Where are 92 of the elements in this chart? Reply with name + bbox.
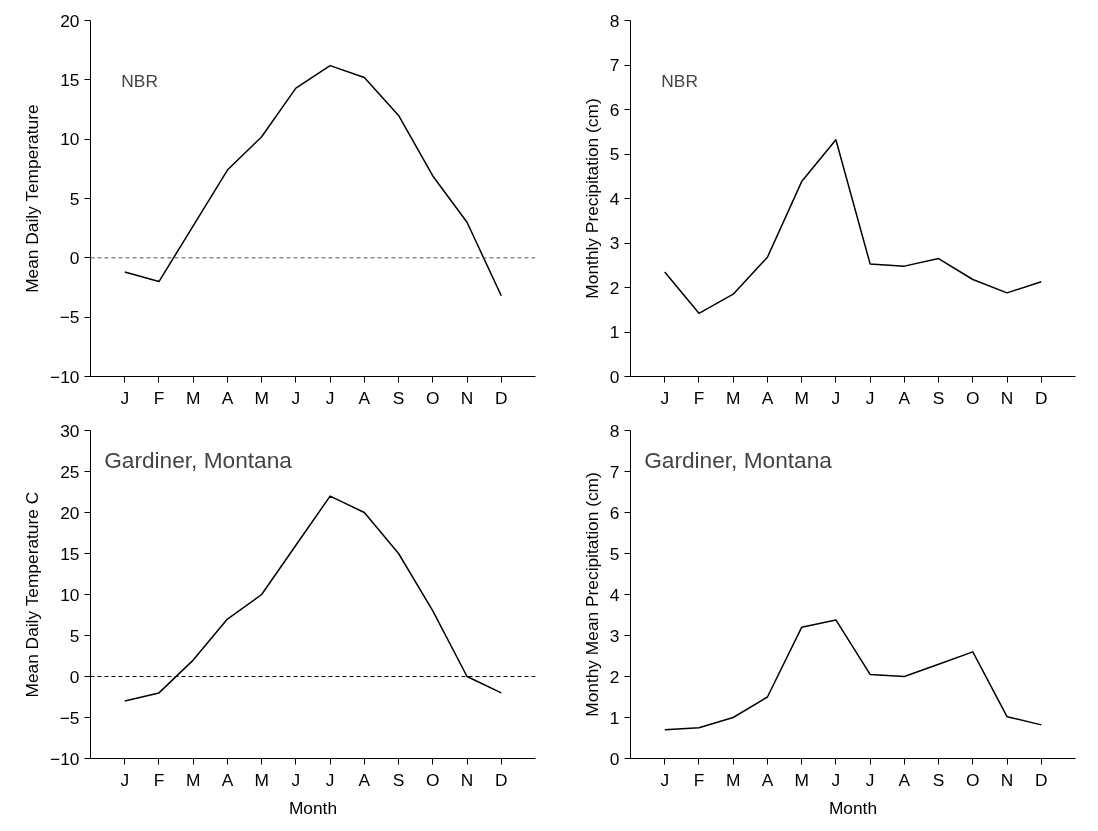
- y-tick-label: 7: [609, 461, 620, 482]
- y-tick-label: 8: [609, 420, 620, 441]
- y-tick-label: 10: [60, 129, 80, 150]
- y-tick-label: 3: [609, 625, 620, 646]
- x-tick-label: M: [794, 769, 809, 790]
- annotation: NBR: [661, 70, 698, 91]
- x-tick-label: S: [392, 769, 405, 790]
- y-tick-label: 30: [60, 420, 80, 441]
- x-tick-label: F: [693, 769, 705, 790]
- y-tick-label: 15: [60, 543, 80, 564]
- y-tick-label: −5: [59, 707, 80, 728]
- x-tick-label: J: [865, 387, 875, 408]
- y-axis-title: Mean Daily Temperature C: [22, 491, 43, 698]
- y-tick-label: 1: [609, 322, 620, 342]
- y-tick-label: 20: [60, 10, 80, 31]
- y-tick-label: 5: [609, 543, 620, 564]
- x-tick-label: M: [725, 769, 741, 790]
- x-tick-label: D: [1035, 769, 1048, 790]
- y-tick-label: 5: [69, 188, 80, 209]
- x-tick-label: S: [932, 769, 945, 790]
- x-axis-title: Month: [828, 797, 878, 818]
- y-tick-label: 2: [609, 277, 620, 298]
- x-tick-label: J: [291, 769, 301, 790]
- y-tick-label: 10: [60, 584, 80, 605]
- x-tick-label: O: [966, 769, 980, 790]
- x-tick-label: M: [185, 387, 201, 408]
- x-tick-label: F: [153, 769, 165, 790]
- x-tick-label: A: [221, 769, 234, 790]
- x-tick-label: A: [898, 769, 911, 790]
- x-tick-label: M: [254, 769, 269, 790]
- y-tick-label: 7: [609, 55, 620, 75]
- x-tick-label: M: [725, 387, 741, 408]
- x-tick-label: F: [153, 387, 165, 408]
- x-tick-label: J: [831, 769, 841, 790]
- y-tick-label: −5: [59, 307, 80, 328]
- y-axis-title: Monthly Precipitation (cm): [581, 98, 602, 299]
- x-tick-label: M: [254, 387, 269, 408]
- x-tick-label: O: [966, 387, 980, 408]
- x-tick-label: M: [185, 769, 201, 790]
- y-tick-label: 0: [609, 748, 620, 769]
- y-tick-label: 8: [609, 10, 620, 31]
- x-tick-label: D: [495, 387, 508, 408]
- y-tick-label: 20: [60, 502, 80, 523]
- x-tick-label: J: [660, 769, 670, 790]
- y-tick-label: −10: [50, 366, 80, 387]
- x-tick-label: A: [898, 387, 911, 408]
- x-axis-title: Month: [288, 797, 338, 818]
- x-tick-label: A: [221, 387, 234, 408]
- x-tick-label: A: [761, 387, 774, 408]
- x-tick-label: O: [426, 769, 440, 790]
- x-tick-label: J: [291, 387, 301, 408]
- x-tick-label: N: [1000, 387, 1014, 408]
- x-tick-label: J: [120, 769, 130, 790]
- y-tick-label: −10: [50, 748, 80, 769]
- x-tick-label: J: [120, 387, 130, 408]
- x-tick-label: S: [392, 387, 405, 408]
- y-tick-label: 5: [69, 625, 80, 646]
- x-tick-label: J: [831, 387, 841, 408]
- x-tick-label: N: [460, 769, 474, 790]
- y-tick-label: 25: [60, 461, 80, 482]
- x-tick-label: N: [1000, 769, 1014, 790]
- x-tick-label: O: [426, 387, 440, 408]
- x-tick-label: D: [1035, 387, 1048, 408]
- y-tick-label: 5: [609, 144, 620, 164]
- y-tick-label: 4: [609, 188, 620, 209]
- annotation: Gardiner, Montana: [104, 446, 293, 473]
- y-tick-label: 0: [69, 666, 80, 687]
- y-tick-label: 6: [609, 99, 620, 120]
- y-axis-title: Monthy Mean Precipitation (cm): [581, 472, 602, 717]
- x-tick-label: J: [325, 769, 335, 790]
- x-tick-label: A: [761, 769, 774, 790]
- x-tick-label: D: [495, 769, 508, 790]
- annotation: Gardiner, Montana: [644, 446, 833, 473]
- y-axis-title: Mean Daily Temperature: [22, 104, 43, 293]
- x-tick-label: A: [358, 769, 371, 790]
- y-tick-label: 2: [609, 666, 620, 687]
- y-tick-label: 4: [609, 584, 620, 605]
- y-tick-label: 1: [609, 707, 620, 728]
- annotation: NBR: [121, 70, 158, 91]
- y-tick-label: 0: [69, 247, 80, 268]
- y-tick-label: 15: [60, 69, 80, 90]
- y-tick-label: 3: [609, 233, 620, 253]
- x-tick-label: J: [865, 769, 875, 790]
- x-tick-label: F: [693, 387, 705, 408]
- y-tick-label: 0: [609, 366, 620, 387]
- x-tick-label: M: [794, 387, 809, 408]
- x-tick-label: S: [932, 387, 945, 408]
- x-tick-label: J: [660, 387, 670, 408]
- y-tick-label: 6: [609, 502, 620, 523]
- x-tick-label: A: [358, 387, 371, 408]
- x-tick-label: N: [460, 387, 474, 408]
- x-tick-label: J: [325, 387, 335, 408]
